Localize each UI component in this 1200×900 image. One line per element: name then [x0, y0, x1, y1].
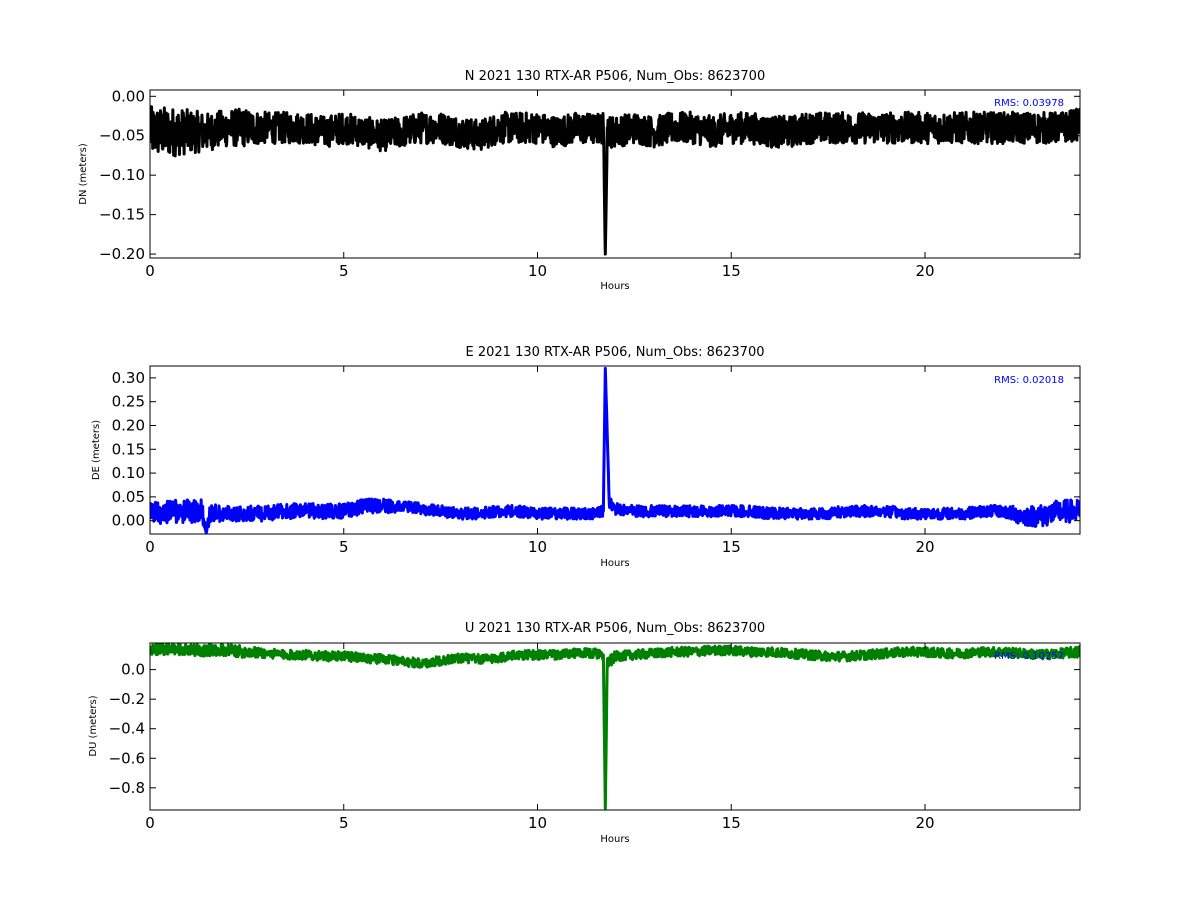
rms-annotation: RMS: 0.03978: [994, 98, 1064, 109]
series-line: [150, 643, 1080, 810]
x-tick-label: 10: [528, 538, 547, 556]
x-tick-label: 0: [145, 814, 155, 832]
x-tick-label: 5: [339, 262, 349, 280]
x-tick-label: 10: [528, 262, 547, 280]
axes-frame: [149, 642, 1081, 811]
tick-layer: 0 5 10 15 20 0.0 −0.2 −0.4 −0.6 −0.8: [109, 643, 1080, 832]
x-tick-label: 20: [915, 538, 934, 556]
tick-layer: 0 5 10 15 20 0.00 −0.05 −0.10 −0.15 −0.20: [99, 87, 1080, 280]
y-tick-label: −0.4: [109, 720, 145, 738]
y-tick-label: 0.15: [112, 440, 145, 458]
x-tick-label: 10: [528, 814, 547, 832]
y-tick-label: 0.00: [112, 512, 145, 530]
panel-title: E 2021 130 RTX-AR P506, Num_Obs: 8623700: [466, 345, 765, 360]
y-tick-label: −0.20: [99, 245, 145, 263]
x-tick-label: 20: [915, 814, 934, 832]
data-layer: [150, 643, 1080, 810]
y-axis-label: DU (meters): [88, 695, 99, 756]
panel-title: N 2021 130 RTX-AR P506, Num_Obs: 8623700: [465, 69, 765, 84]
x-axis-label: Hours: [600, 558, 629, 569]
x-tick-label: 5: [339, 814, 349, 832]
x-tick-label: 15: [722, 814, 741, 832]
axes-frame: [149, 365, 1081, 535]
x-tick-label: 15: [722, 262, 741, 280]
y-tick-label: −0.15: [99, 206, 145, 224]
x-axis-label: Hours: [600, 281, 629, 292]
x-tick-label: 0: [145, 538, 155, 556]
panel-title: U 2021 130 RTX-AR P506, Num_Obs: 8623700: [465, 621, 765, 636]
series-line: [150, 366, 1080, 534]
y-tick-label: −0.8: [109, 779, 145, 797]
y-axis-label: DE (meters): [91, 420, 102, 480]
y-tick-label: 0.10: [112, 464, 145, 482]
x-tick-label: 15: [722, 538, 741, 556]
y-tick-label: 0.25: [112, 393, 145, 411]
y-tick-label: −0.05: [99, 127, 145, 145]
x-tick-label: 20: [915, 262, 934, 280]
x-axis-label: Hours: [600, 834, 629, 845]
x-tick-label: 0: [145, 262, 155, 280]
rms-annotation: RMS: 0.10257: [994, 651, 1064, 662]
y-tick-label: 0.30: [112, 369, 145, 387]
y-tick-label: 0.00: [112, 87, 145, 105]
y-tick-label: −0.2: [109, 690, 145, 708]
y-tick-label: 0.20: [112, 416, 145, 434]
panel-n: N 2021 130 RTX-AR P506, Num_Obs: 8623700…: [78, 69, 1081, 292]
y-tick-label: 0.05: [112, 488, 145, 506]
y-tick-label: −0.6: [109, 749, 145, 767]
rms-annotation: RMS: 0.02018: [994, 375, 1064, 386]
x-tick-label: 5: [339, 538, 349, 556]
y-tick-label: 0.0: [121, 661, 145, 679]
series-line: [150, 105, 1080, 256]
tick-layer: 0 5 10 15 20 0.30 0.25 0.20 0.15 0.10 0.05 0.00: [112, 366, 1080, 556]
y-tick-label: −0.10: [99, 166, 145, 184]
panel-e: E 2021 130 RTX-AR P506, Num_Obs: 8623700…: [91, 345, 1081, 569]
panel-u: U 2021 130 RTX-AR P506, Num_Obs: 8623700…: [88, 621, 1081, 845]
y-axis-label: DN (meters): [78, 143, 89, 205]
data-layer: [150, 105, 1080, 256]
data-layer: [150, 366, 1080, 534]
axes-frame: [149, 89, 1081, 259]
